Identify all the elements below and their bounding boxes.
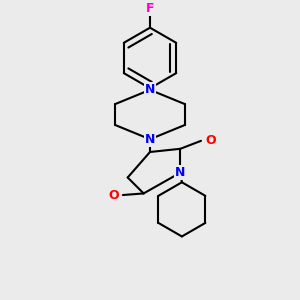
Text: N: N [175,166,185,179]
Text: N: N [145,133,155,146]
Text: N: N [145,83,155,96]
Text: O: O [205,134,216,147]
Text: O: O [108,188,119,202]
Text: F: F [146,2,154,15]
